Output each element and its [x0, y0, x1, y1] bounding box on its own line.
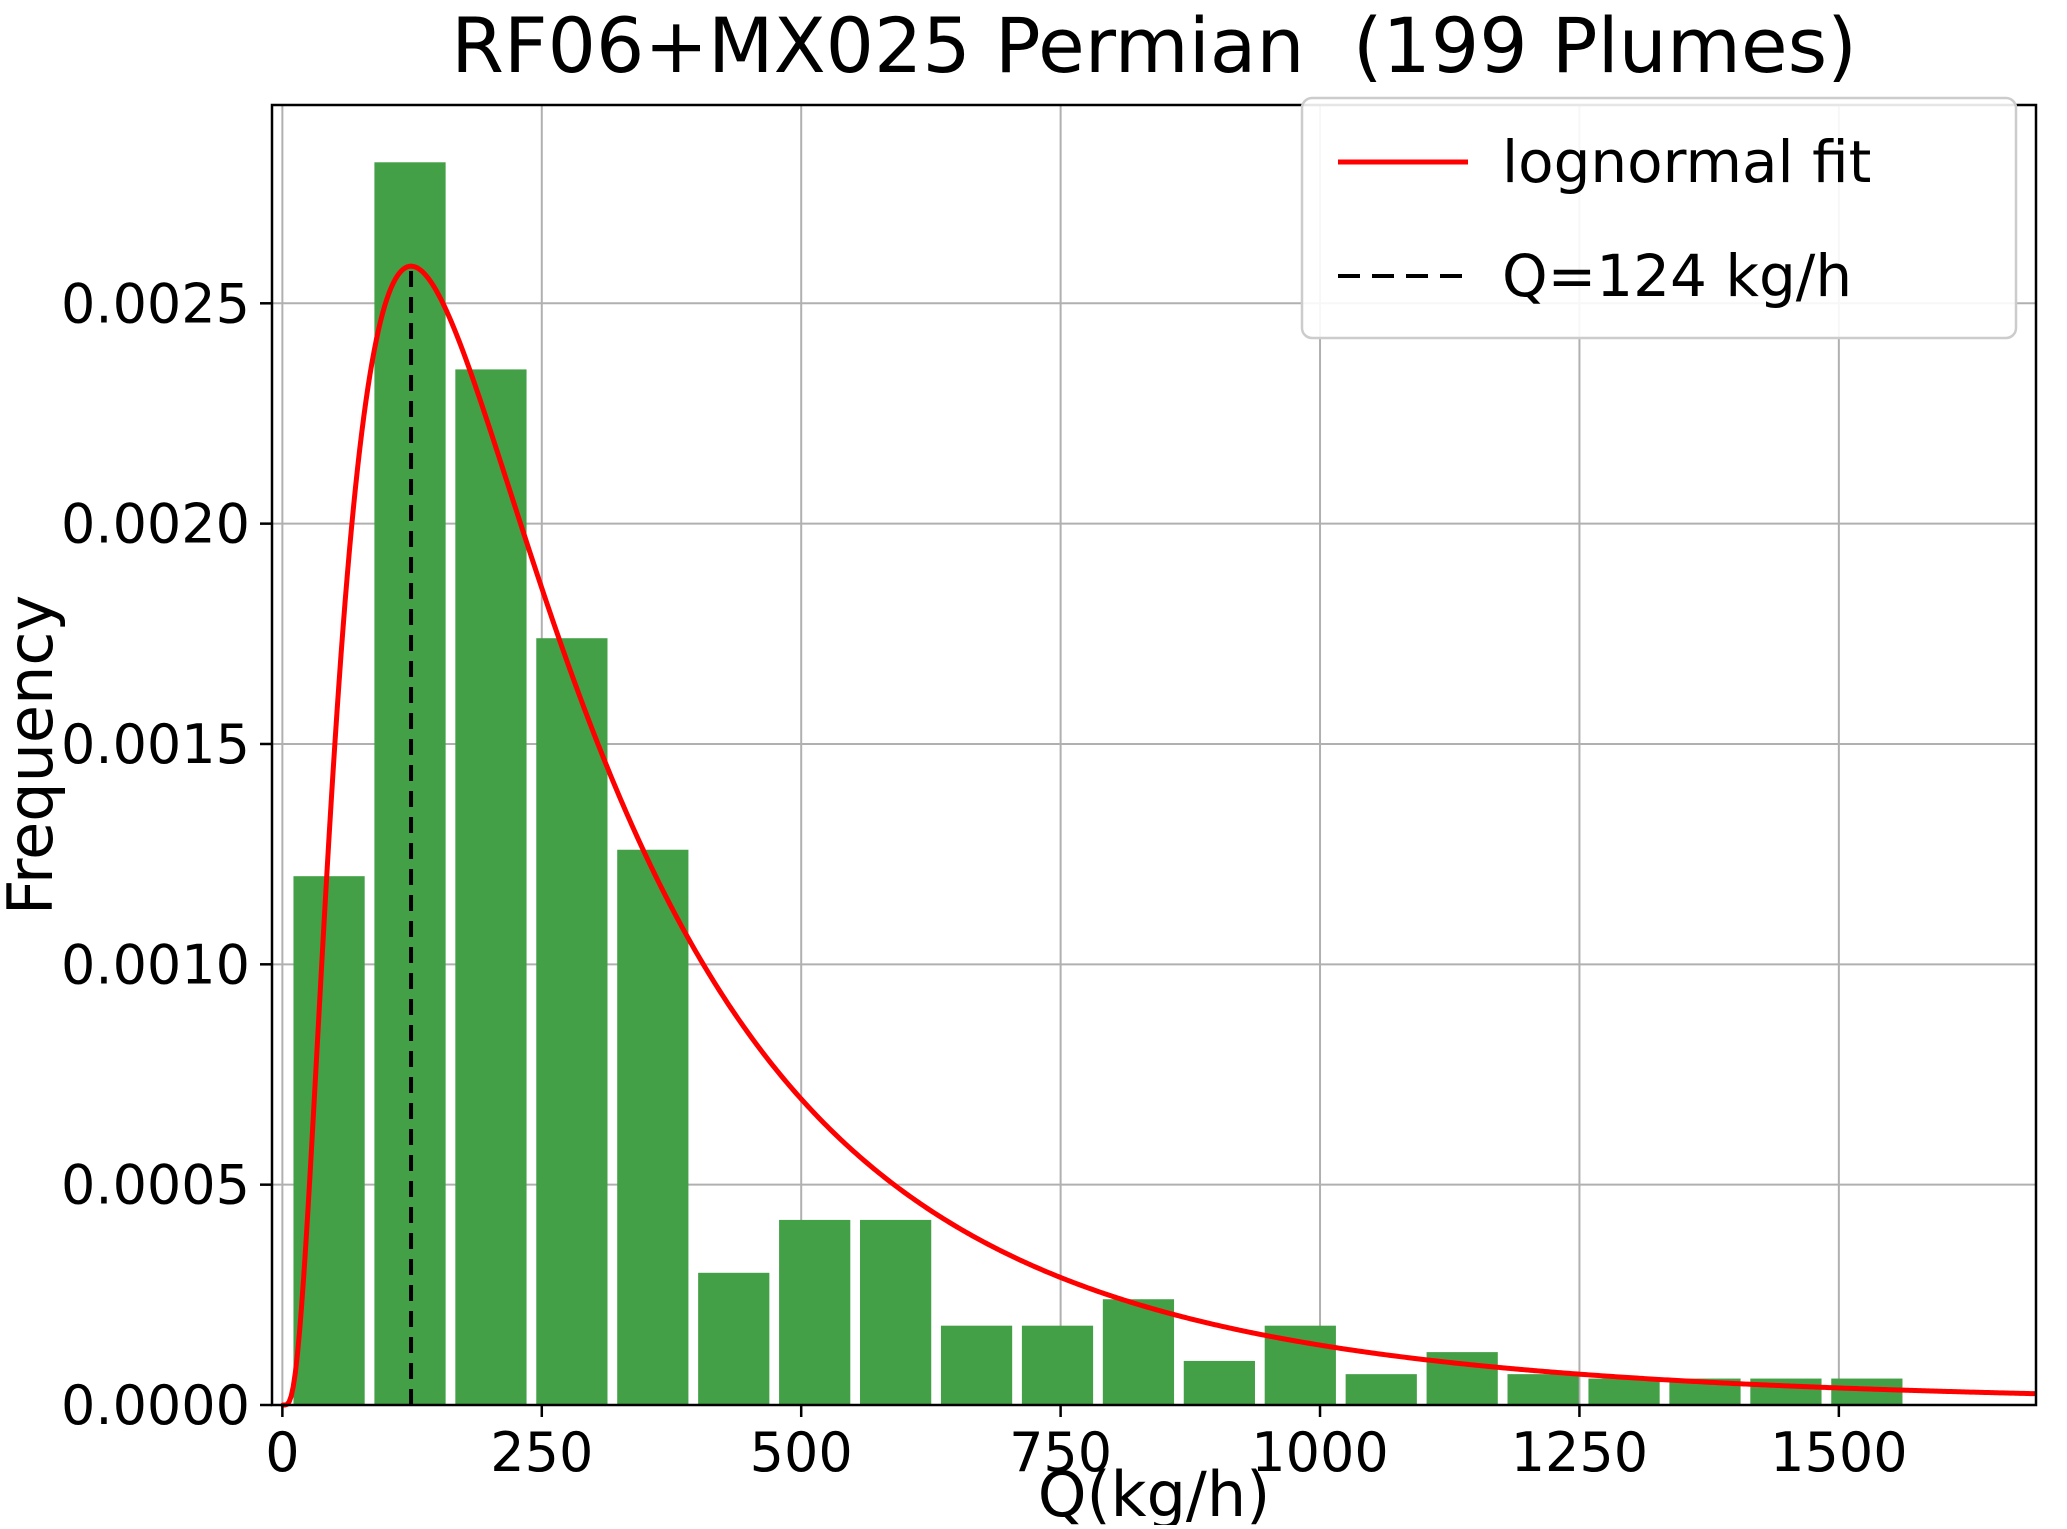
histogram-bar — [1588, 1378, 1660, 1405]
plot-frame — [270, 103, 2038, 1407]
histogram-bar — [860, 1219, 932, 1405]
y-tick-label: 0.0005 — [61, 1154, 250, 1217]
histogram-bar — [1021, 1325, 1094, 1405]
y-tick-label: 0.0025 — [61, 272, 250, 335]
histogram-bar — [293, 876, 365, 1405]
y-tick-label: 0.0020 — [61, 493, 250, 556]
histogram-bar — [1345, 1374, 1417, 1405]
axis-ticks: 0 250 500 750 1000 1250 1500 0.0000 0.0005 0.0010… — [61, 272, 1908, 1484]
histogram-bars — [293, 162, 1903, 1406]
histogram-bar — [536, 638, 608, 1405]
legend-label-lognormal-fit: lognormal fit — [1502, 128, 1871, 196]
histogram-bar — [940, 1325, 1013, 1405]
histogram-bar — [1102, 1299, 1175, 1405]
histogram-bar — [455, 369, 527, 1406]
x-tick-label: 500 — [750, 1421, 853, 1484]
histogram-bar — [698, 1272, 770, 1405]
x-axis-label: Q(kg/h) — [1038, 1458, 1271, 1525]
y-tick-label: 0.0000 — [61, 1374, 250, 1437]
legend: lognormal fit Q=124 kg/h — [1300, 96, 2018, 340]
histogram-bar — [1507, 1374, 1579, 1405]
y-axis-label: Frequency — [0, 595, 67, 915]
lognormal-fit-curve — [280, 263, 2037, 1408]
x-tick-label: 1500 — [1770, 1421, 1907, 1484]
legend-frame — [1300, 96, 2018, 340]
y-tick-label: 0.0015 — [61, 713, 250, 776]
legend-label-q124: Q=124 kg/h — [1502, 242, 1852, 310]
x-tick-label: 1250 — [1511, 1421, 1648, 1484]
x-tick-label: 750 — [1009, 1421, 1112, 1484]
y-tick-label: 0.0010 — [61, 933, 250, 996]
chart-title: RF06+MX025 Permian (199 Plumes) — [451, 1, 1857, 90]
histogram-bar — [1183, 1360, 1255, 1405]
x-tick-label: 250 — [490, 1421, 593, 1484]
x-tick-label: 0 — [265, 1421, 299, 1484]
histogram-bar — [374, 162, 446, 1406]
histogram-bar — [617, 849, 689, 1405]
lognormal-curve-path — [280, 263, 2037, 1408]
x-tick-label: 1000 — [1251, 1421, 1388, 1484]
histogram-bar — [779, 1219, 851, 1405]
